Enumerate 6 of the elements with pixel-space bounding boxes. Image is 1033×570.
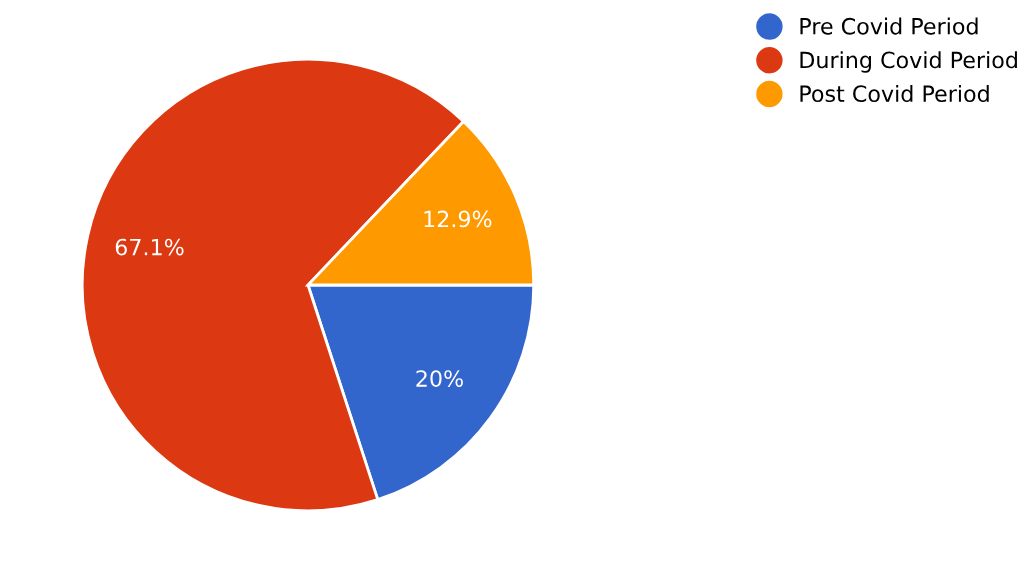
- data-label: 67.1%: [115, 238, 184, 256]
- legend-label: During Covid Period: [800, 51, 1017, 73]
- data-label: 12.9%: [424, 210, 492, 228]
- legend-label: Post Covid Period: [800, 84, 989, 103]
- legend-label: Pre Covid Period: [800, 17, 978, 35]
- data-label: 20%: [416, 370, 463, 387]
